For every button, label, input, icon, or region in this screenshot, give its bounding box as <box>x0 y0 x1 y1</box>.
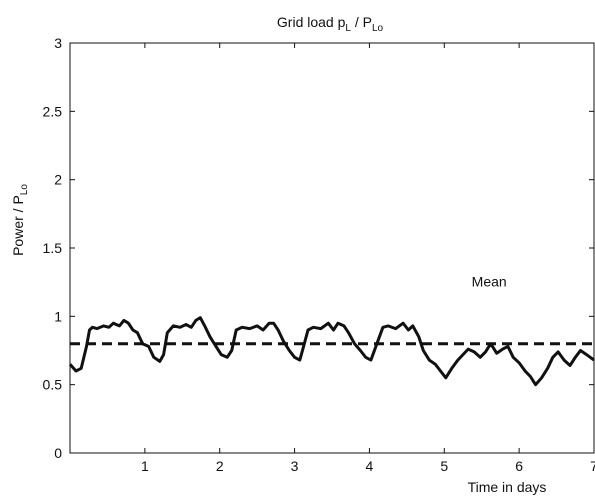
x-tick-label: 7 <box>590 458 595 474</box>
x-tick-label: 2 <box>216 458 224 474</box>
mean-annotation: Mean <box>472 273 507 289</box>
x-tick-label: 3 <box>291 458 299 474</box>
x-axis-ticks: 1 2 3 4 5 6 7 <box>141 43 595 474</box>
y-tick-label: 1.5 <box>43 240 63 256</box>
series-layer <box>68 316 595 387</box>
y-axis-label: Power / PLo <box>10 184 30 256</box>
series-grid-load-line <box>68 316 595 387</box>
x-tick-label: 1 <box>141 458 149 474</box>
y-axis-ticks: 0 0.5 1 1.5 2 2.5 3 <box>43 35 594 461</box>
plot-border <box>69 42 595 454</box>
x-tick-label: 4 <box>366 458 374 474</box>
y-tick-label: 2.5 <box>43 103 63 119</box>
y-tick-label: 1 <box>54 308 62 324</box>
y-tick-label: 3 <box>54 35 62 51</box>
x-tick-label: 5 <box>440 458 448 474</box>
y-tick-label: 2 <box>54 172 62 188</box>
x-tick-label: 6 <box>515 458 523 474</box>
y-tick-label: 0.5 <box>43 377 63 393</box>
x-axis-label: Time in days <box>468 479 547 495</box>
plot-frame <box>69 42 595 454</box>
chart-title: Grid load pL / PLo <box>277 14 384 34</box>
y-tick-label: 0 <box>54 445 62 461</box>
